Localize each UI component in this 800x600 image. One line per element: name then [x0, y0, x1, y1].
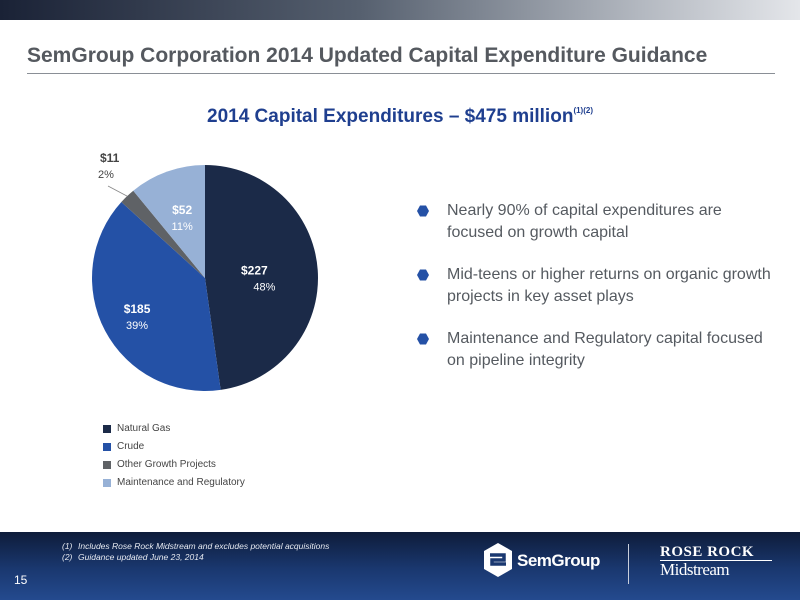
pie-percent-label: 2%	[98, 169, 114, 181]
key-point: Maintenance and Regulatory capital focus…	[417, 328, 777, 372]
legend-item: Crude	[103, 438, 245, 456]
key-point-text: Maintenance and Regulatory capital focus…	[447, 330, 763, 369]
rose-rock-logo-bottom: Midstream	[660, 560, 772, 578]
chart-heading: 2014 Capital Expenditures – $475 million…	[0, 106, 800, 128]
key-points-list: Nearly 90% of capital expenditures are f…	[417, 200, 777, 392]
pie-slice-crude	[91, 202, 221, 391]
key-point: Mid-teens or higher returns on organic g…	[417, 264, 777, 308]
pie-slice-natural-gas	[205, 165, 318, 390]
legend-swatch	[103, 461, 111, 469]
legend-label: Crude	[117, 441, 145, 452]
legend-swatch	[103, 443, 111, 451]
pie-percent-label: 39%	[126, 320, 148, 332]
logo-divider	[628, 544, 629, 584]
key-point-text: Nearly 90% of capital expenditures are f…	[447, 202, 722, 241]
page-number: 15	[14, 573, 28, 587]
legend-swatch	[103, 425, 111, 433]
footnote-mark: (2)	[62, 552, 73, 562]
footnote-text: Guidance updated June 23, 2014	[78, 552, 204, 562]
page-title: SemGroup Corporation 2014 Updated Capita…	[27, 44, 708, 67]
pie-value-label: $52	[172, 203, 192, 217]
semgroup-logo-text: SemGroup	[517, 551, 600, 570]
legend-label: Natural Gas	[117, 423, 171, 434]
hexagon-bullet-icon	[417, 205, 429, 217]
legend-item: Maintenance and Regulatory	[103, 474, 245, 492]
chart-heading-text: 2014 Capital Expenditures – $475 million	[207, 106, 574, 127]
pie-percent-label: 11%	[172, 221, 193, 233]
legend-item: Other Growth Projects	[103, 456, 245, 474]
key-point: Nearly 90% of capital expenditures are f…	[417, 200, 777, 244]
footnotes: (1) Includes Rose Rock Midstream and excl…	[62, 541, 329, 563]
rose-rock-logo-top: ROSE ROCK	[660, 544, 755, 560]
semgroup-logo-icon	[484, 543, 512, 577]
chart-heading-footnote-ref: (1)(2)	[573, 106, 593, 115]
pie-percent-label: 48%	[253, 282, 275, 294]
pie-slice-maintenance-and-regulatory	[133, 165, 205, 278]
legend-swatch	[103, 479, 111, 487]
top-header-band	[0, 0, 800, 20]
footnote: (1) Includes Rose Rock Midstream and excl…	[62, 541, 329, 552]
hexagon-bullet-icon	[417, 333, 429, 345]
footnote-text: Includes Rose Rock Midstream and exclude…	[78, 541, 330, 551]
pie-value-label: $227	[241, 264, 268, 278]
pie-slices	[91, 165, 318, 391]
pie-value-label: $185	[124, 302, 151, 316]
key-point-text: Mid-teens or higher returns on organic g…	[447, 266, 771, 305]
footer-band	[0, 532, 800, 600]
legend-label: Maintenance and Regulatory	[117, 477, 245, 488]
footnote: (2) Guidance updated June 23, 2014	[62, 552, 329, 563]
hexagon-bullet-icon	[417, 269, 429, 281]
pie-value-label: $11	[100, 151, 120, 165]
title-underline	[27, 73, 775, 74]
legend-label: Other Growth Projects	[117, 459, 216, 470]
pie-labels: $227 48% $185 39% $11 2% $52 11%	[98, 151, 276, 332]
chart-legend: Natural Gas Crude Other Growth Projects …	[103, 420, 245, 492]
legend-item: Natural Gas	[103, 420, 245, 438]
capex-pie-chart: $227 48% $185 39% $11 2% $52 11%	[91, 151, 318, 391]
rose-rock-logo: ROSE ROCK Midstream	[660, 545, 772, 578]
footnote-mark: (1)	[62, 541, 73, 551]
other-growth-leader-line	[107, 185, 128, 197]
pie-slice-other-growth-projects	[121, 190, 205, 278]
